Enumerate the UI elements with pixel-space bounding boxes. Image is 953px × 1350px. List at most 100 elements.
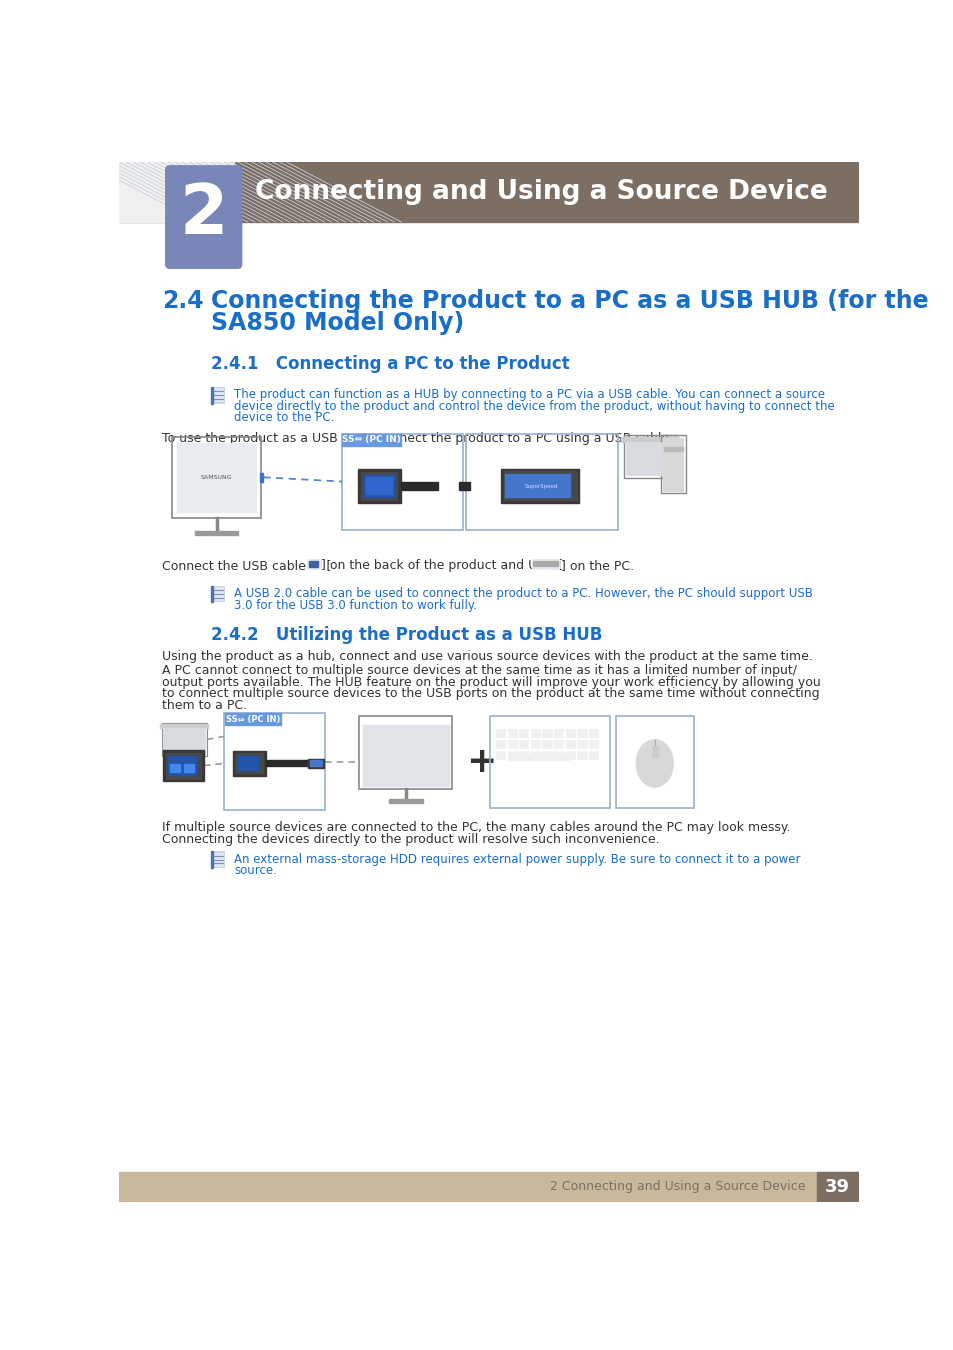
Text: The product can function as a HUB by connecting to a PC via a USB cable. You can: The product can function as a HUB by con… — [233, 389, 824, 401]
Ellipse shape — [636, 740, 673, 787]
Bar — [168, 756, 195, 775]
Bar — [184, 764, 194, 772]
Text: A USB 2.0 cable can be used to connect the product to a PC. However, the PC shou: A USB 2.0 cable can be used to connect t… — [233, 587, 812, 599]
Bar — [365, 478, 392, 494]
Bar — [518, 740, 528, 748]
Bar — [660, 435, 685, 493]
Text: 2 Connecting and Using a Source Device: 2 Connecting and Using a Source Device — [550, 1180, 805, 1193]
Text: SS⇔ (PC IN): SS⇔ (PC IN) — [226, 714, 280, 724]
Bar — [554, 751, 562, 759]
Bar — [163, 728, 205, 755]
Bar — [166, 752, 201, 779]
Text: Connecting the devices directly to the product will resolve such inconvenience.: Connecting the devices directly to the p… — [162, 833, 659, 845]
Text: Connecting the Product to a PC as a USB HUB (for the: Connecting the Product to a PC as a USB … — [211, 289, 927, 313]
Bar — [542, 729, 551, 737]
Text: 2.4.2   Utilizing the Product as a USB HUB: 2.4.2 Utilizing the Product as a USB HUB — [211, 625, 601, 644]
Bar — [577, 740, 586, 748]
Bar — [518, 729, 528, 737]
Bar — [507, 752, 569, 760]
Bar — [170, 764, 179, 772]
Bar — [307, 559, 320, 570]
Bar — [235, 753, 263, 774]
Text: 3.0 for the USB 3.0 function to work fully.: 3.0 for the USB 3.0 function to work ful… — [233, 598, 476, 612]
Bar — [119, 162, 858, 221]
Bar — [616, 716, 693, 809]
Bar — [620, 437, 679, 443]
Bar — [357, 468, 400, 502]
Bar — [119, 162, 233, 221]
Bar — [507, 751, 517, 759]
Bar — [266, 760, 308, 767]
FancyBboxPatch shape — [166, 166, 241, 269]
Bar — [310, 760, 322, 767]
Bar — [565, 740, 575, 748]
Text: ] on the back of the product and USB [: ] on the back of the product and USB [ — [320, 559, 562, 572]
Bar — [542, 740, 551, 748]
Text: A PC cannot connect to multiple source devices at the same time as it has a limi: A PC cannot connect to multiple source d… — [162, 664, 796, 678]
Text: Using the product as a hub, connect and use various source devices with the prod: Using the product as a hub, connect and … — [162, 651, 812, 663]
Bar — [507, 740, 517, 748]
Bar — [507, 729, 517, 737]
Bar — [565, 751, 575, 759]
Text: An external mass-storage HDD requires external power supply. Be sure to connect : An external mass-storage HDD requires ex… — [233, 853, 800, 865]
Text: device to the PC.: device to the PC. — [233, 412, 334, 424]
Bar — [400, 482, 437, 490]
Bar — [542, 751, 551, 759]
Bar — [359, 716, 452, 788]
Text: Connect the USB cable to [: Connect the USB cable to [ — [162, 559, 331, 572]
Bar — [212, 587, 223, 601]
Bar — [362, 725, 449, 786]
Text: output ports available. The HUB feature on the product will improve your work ef: output ports available. The HUB feature … — [162, 675, 820, 688]
Bar — [577, 729, 586, 737]
Text: 2: 2 — [179, 181, 228, 248]
Bar — [554, 729, 562, 737]
Bar — [211, 586, 213, 602]
Bar — [577, 751, 586, 759]
Bar — [518, 751, 528, 759]
Bar — [176, 443, 256, 512]
Text: them to a PC.: them to a PC. — [162, 699, 247, 711]
Bar — [496, 740, 505, 748]
Bar — [496, 751, 505, 759]
Bar — [194, 531, 238, 535]
Text: device directly to the product and control the device from the product, without : device directly to the product and contr… — [233, 400, 834, 413]
Bar — [662, 437, 682, 491]
Text: 2.4: 2.4 — [162, 289, 203, 313]
Text: source.: source. — [233, 864, 276, 878]
Text: Connecting and Using a Source Device: Connecting and Using a Source Device — [254, 180, 827, 205]
Bar — [533, 560, 558, 566]
Bar — [237, 756, 257, 771]
Text: to connect multiple source devices to the USB ports on the product at the same t: to connect multiple source devices to th… — [162, 687, 819, 701]
Text: If multiple source devices are connected to the PC, the many cables around the P: If multiple source devices are connected… — [162, 821, 789, 834]
Bar — [588, 729, 598, 737]
Bar — [651, 747, 658, 757]
Bar — [364, 475, 394, 497]
Bar — [342, 433, 400, 446]
Bar — [211, 850, 213, 868]
Bar — [531, 559, 558, 568]
Bar — [309, 560, 318, 567]
Bar — [259, 472, 263, 482]
Bar — [119, 1172, 858, 1202]
Bar — [588, 751, 598, 759]
Text: 2.4.1   Connecting a PC to the Product: 2.4.1 Connecting a PC to the Product — [211, 355, 569, 373]
Bar — [500, 468, 578, 502]
Bar — [625, 443, 674, 475]
Text: SAMSUNG: SAMSUNG — [200, 475, 233, 479]
Bar — [458, 482, 470, 490]
Bar — [172, 437, 261, 518]
Bar — [225, 713, 281, 725]
Bar — [489, 716, 609, 809]
Text: SuperSpeed: SuperSpeed — [524, 485, 558, 489]
Bar — [162, 724, 207, 756]
Text: +: + — [466, 745, 497, 779]
Bar — [360, 472, 397, 499]
Bar — [816, 1172, 858, 1202]
Bar — [466, 433, 617, 531]
Bar — [211, 387, 213, 404]
Bar — [503, 471, 576, 501]
Bar — [212, 389, 223, 402]
Bar — [530, 740, 539, 748]
Bar — [505, 474, 570, 497]
Bar — [588, 740, 598, 748]
